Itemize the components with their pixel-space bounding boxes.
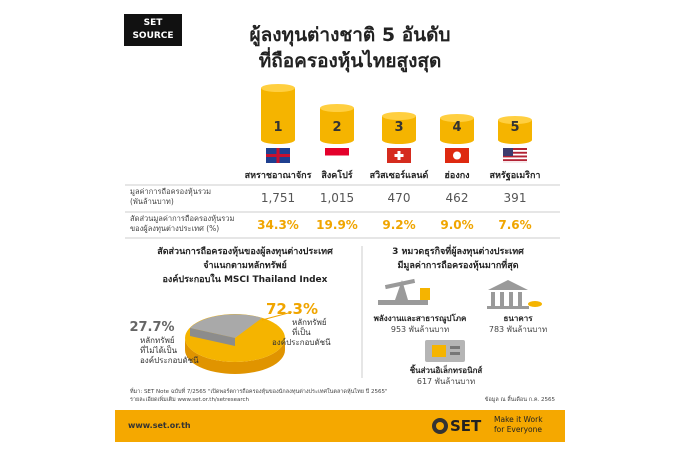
flag-emblem — [453, 151, 461, 160]
holding-share: 19.9% — [316, 218, 358, 232]
country: สหรัฐอเมริกา — [489, 171, 541, 181]
footer-slogan: Make it Work for Everyone — [494, 415, 543, 435]
cylinder-top — [440, 114, 474, 122]
country: ฮ่องกง — [444, 171, 470, 181]
non-index-label: ที่ไม่ได้เป็น — [140, 346, 178, 355]
holding-value: 1,015 — [319, 191, 355, 205]
bank-icon — [487, 280, 542, 309]
index-label: หลักทรัพย์ — [292, 318, 327, 327]
slogan-line: Make it Work — [494, 415, 543, 424]
brand-mark — [436, 422, 444, 430]
footnote: รายละเอียดเพิ่มเติม www.set.or.th/setres… — [130, 397, 249, 403]
logo: SET SOURCE — [124, 14, 182, 46]
title: ผู้ลงทุนต่างชาติ 5 อันดับ — [249, 24, 451, 46]
holding-value: 470 — [387, 191, 411, 205]
index-label: องค์ประกอบดัชนี — [272, 338, 331, 347]
country: สหราชอาณาจักร — [244, 171, 312, 181]
footer-bar — [115, 410, 565, 442]
flag-stripe — [503, 153, 527, 156]
non-index-label: หลักทรัพย์ — [140, 336, 175, 345]
sector-name: พลังงานและสาธารณูปโภค — [373, 314, 467, 323]
cylinder-body — [320, 108, 354, 140]
cylinder-top — [498, 116, 532, 124]
flag-stripe — [503, 161, 527, 163]
electronics-icon — [425, 340, 465, 362]
flag-canton — [503, 148, 513, 156]
slogan-line: for Everyone — [494, 425, 542, 434]
footer-brand: SET — [450, 417, 482, 435]
flag-stripe — [503, 150, 527, 152]
row-label-line: สัดส่วนมูลค่าการถือครองหุ้นรวม — [130, 214, 235, 223]
logo-text: SET — [143, 18, 163, 28]
sector-value: 783 พันล้านบาท — [488, 325, 548, 334]
title: ที่ถือครองหุ้นไทยสูงสุด — [258, 50, 442, 72]
non-index-share: 27.7% — [129, 320, 175, 335]
panel-heading: มีมูลค่าการถือครองหุ้นมากที่สุด — [397, 261, 519, 271]
cylinder-base — [382, 136, 416, 144]
footer-url: www.set.or.th — [128, 421, 191, 430]
cylinder-base — [320, 136, 354, 144]
index-label: ที่เป็น — [292, 328, 311, 337]
holding-share: 9.2% — [382, 218, 416, 232]
flag-cross — [394, 154, 404, 157]
cylinder-body — [440, 118, 474, 140]
rank: 1 — [273, 120, 283, 135]
rank: 2 — [332, 120, 342, 135]
cylinder-top — [261, 84, 295, 92]
cylinder-base — [498, 136, 532, 144]
non-index-label: องค์ประกอบดัชนี — [140, 356, 199, 365]
flag-stripe — [503, 157, 527, 160]
cylinder-body — [498, 120, 532, 140]
holding-value: 1,751 — [260, 191, 296, 205]
data-date: ข้อมูล ณ สิ้นเดือน ก.ค. 2565 — [484, 397, 555, 403]
cylinder-top — [382, 112, 416, 120]
sector-value: 953 พันล้านบาท — [390, 325, 450, 334]
flag-stripe — [325, 155, 349, 163]
podium-cylinders — [261, 84, 532, 144]
country: สวิสเซอร์แลนด์ — [369, 171, 429, 181]
energy-icon — [378, 278, 430, 305]
panel-heading: 3 หมวดธุรกิจที่ผู้ลงทุนต่างประเทศ — [392, 247, 524, 257]
pie-illustration — [185, 311, 293, 374]
rank: 3 — [394, 120, 404, 135]
cylinder-base — [261, 136, 295, 144]
rank: 4 — [452, 120, 462, 135]
flags — [266, 148, 527, 163]
country: สิงคโปร์ — [321, 171, 353, 181]
holding-value: 462 — [445, 191, 469, 205]
sector-name: ชิ้นส่วนอิเล็กทรอนิกส์ — [409, 366, 483, 375]
panel-heading: องค์ประกอบใน MSCI Thailand Index — [162, 275, 328, 285]
sector-name: ธนาคาร — [503, 314, 533, 323]
flag-stripe — [276, 148, 280, 163]
row-label-line: (พันล้านบาท) — [130, 197, 174, 206]
cylinder-top — [320, 104, 354, 112]
panel-heading: จำแนกตามหลักทรัพย์ — [203, 261, 287, 271]
holding-share: 7.6% — [498, 218, 532, 232]
cylinder-base — [440, 136, 474, 144]
index-share: 72.3% — [265, 300, 319, 318]
sector-value: 617 พันล้านบาท — [416, 377, 476, 386]
footnote: ที่มา: SET Note ฉบับที่ 7/2565 "เปิดพอร์… — [130, 389, 388, 395]
holding-share: 34.3% — [257, 218, 299, 232]
logo-text: SOURCE — [132, 31, 174, 41]
row-label: สัดส่วนมูลค่าการถือครองหุ้นรวม ของผู้ลงทุ… — [130, 214, 234, 234]
row-label-line: มูลค่าการถือครองหุ้นรวม — [130, 187, 212, 196]
holding-share: 9.0% — [440, 218, 474, 232]
row-label-line: ของผู้ลงทุนต่างประเทศ (%) — [130, 224, 220, 233]
row-label: มูลค่าการถือครองหุ้นรวม (พันล้านบาท) — [130, 187, 211, 207]
holding-value: 391 — [503, 191, 527, 205]
rank: 5 — [510, 120, 520, 135]
cylinder-body — [261, 88, 295, 140]
panel-heading: สัดส่วนการถือครองหุ้นของผู้ลงทุนต่างประเ… — [157, 247, 333, 257]
